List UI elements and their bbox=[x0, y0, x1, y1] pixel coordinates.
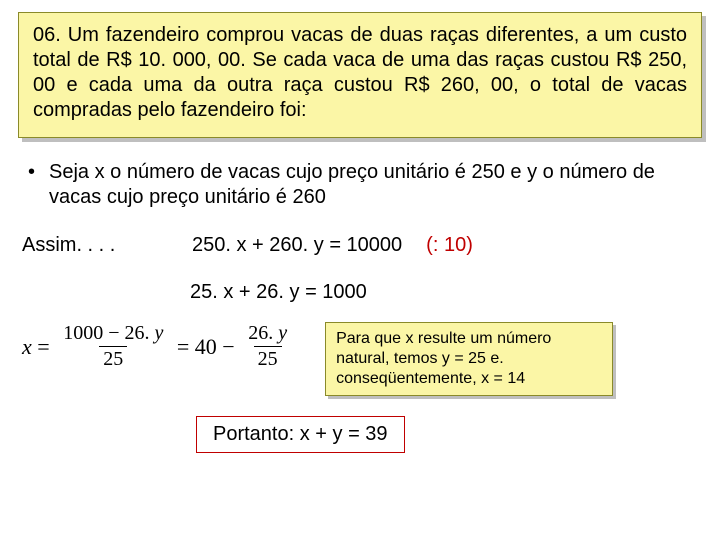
equation-row-1: Assim. . . . 250. x + 260. y = 10000 (: … bbox=[22, 234, 698, 257]
equation-2: 25. x + 26. y = 1000 bbox=[190, 281, 702, 304]
divide-hint: (: 10) bbox=[426, 234, 473, 257]
frac2-num-a: 26. bbox=[248, 322, 273, 344]
formula-mid: 40 bbox=[195, 334, 217, 360]
equals-2: = bbox=[171, 334, 194, 360]
problem-box: 06. Um fazendeiro comprou vacas de duas … bbox=[18, 12, 702, 138]
note-box: Para que x resulte um número natural, te… bbox=[325, 322, 613, 396]
slide: 06. Um fazendeiro comprou vacas de duas … bbox=[0, 0, 720, 540]
solve-formula: x = 1000 − 26. y 25 = 40 − 26. y 25 bbox=[22, 322, 295, 371]
fraction-2: 26. y 25 bbox=[244, 322, 291, 371]
formula-and-note-row: x = 1000 − 26. y 25 = 40 − 26. y 25 Para… bbox=[22, 322, 698, 396]
equals-1: = bbox=[32, 334, 55, 360]
minus: − bbox=[217, 334, 240, 360]
formula-var: x bbox=[22, 334, 32, 360]
bullet-marker: • bbox=[28, 160, 35, 184]
answer-text: Portanto: x + y = 39 bbox=[213, 423, 388, 445]
problem-text: 06. Um fazendeiro comprou vacas de duas … bbox=[33, 23, 687, 123]
equation-1: 250. x + 260. y = 10000 bbox=[192, 234, 402, 257]
fraction-1: 1000 − 26. y 25 bbox=[59, 322, 167, 371]
frac1-num: 1000 − 26. bbox=[63, 322, 149, 344]
assim-label: Assim. . . . bbox=[22, 234, 192, 257]
note-text: Para que x resulte um número natural, te… bbox=[336, 330, 551, 387]
answer-row: Portanto: x + y = 39 bbox=[196, 416, 702, 453]
definition-bullet: • Seja x o número de vacas cujo preço un… bbox=[22, 160, 698, 210]
frac2-den: 25 bbox=[254, 346, 282, 371]
answer-box: Portanto: x + y = 39 bbox=[196, 416, 405, 453]
frac1-den: 25 bbox=[99, 346, 127, 371]
bullet-text: Seja x o número de vacas cujo preço unit… bbox=[49, 160, 698, 210]
